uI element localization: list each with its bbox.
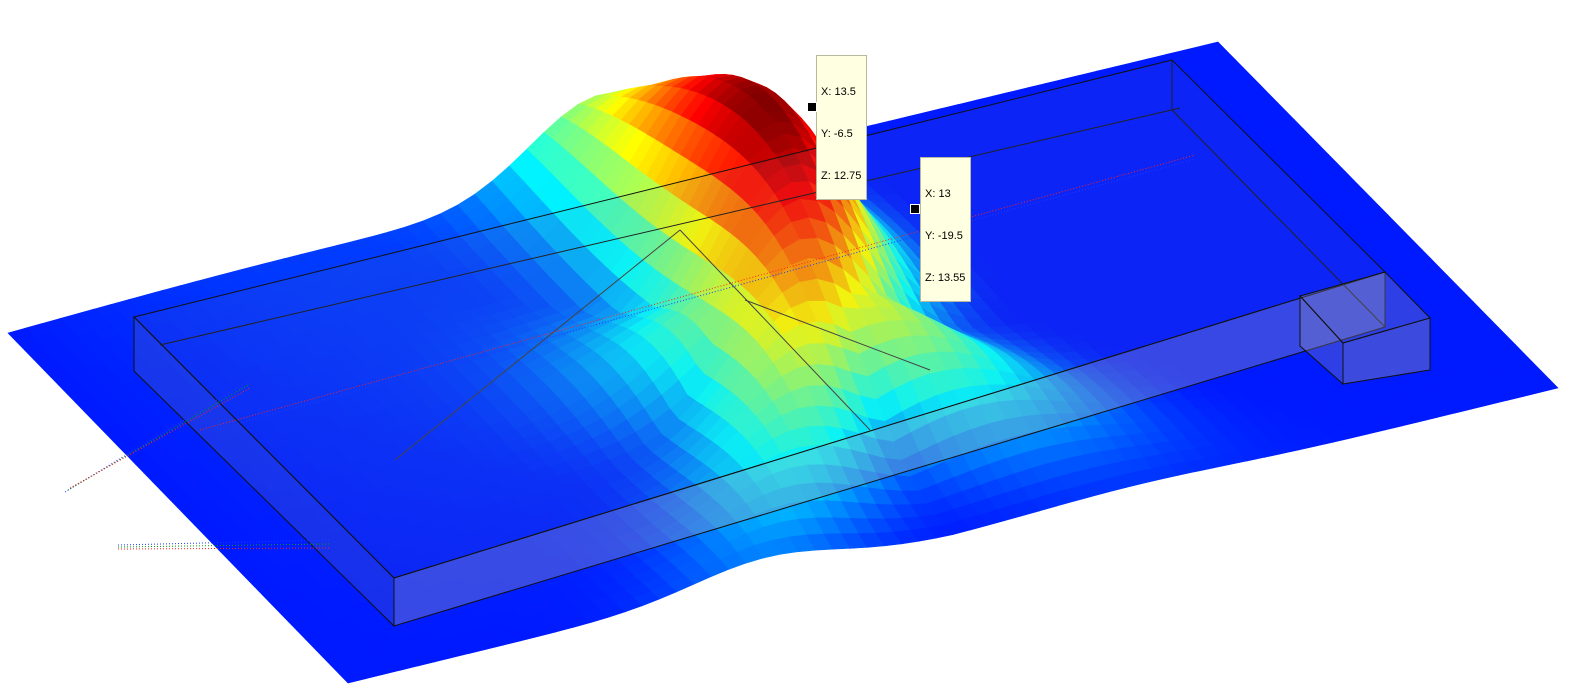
datatip-1-marker[interactable] <box>807 102 817 112</box>
surface-mesh <box>7 41 1559 684</box>
datatip-1-z: Z: 12.75 <box>821 170 862 182</box>
datatip-1-y: Y: -6.5 <box>821 128 853 140</box>
datatip-2-marker[interactable] <box>910 204 920 214</box>
datatip-2-z: Z: 13.55 <box>925 272 966 284</box>
datatip-2[interactable]: X: 13 Y: -19.5 Z: 13.55 <box>920 157 972 302</box>
datatip-2-x: X: 13 <box>925 188 951 200</box>
datatip-2-y: Y: -19.5 <box>925 230 963 242</box>
datatip-1[interactable]: X: 13.5 Y: -6.5 Z: 12.75 <box>816 55 868 200</box>
datatip-1-x: X: 13.5 <box>821 86 856 98</box>
